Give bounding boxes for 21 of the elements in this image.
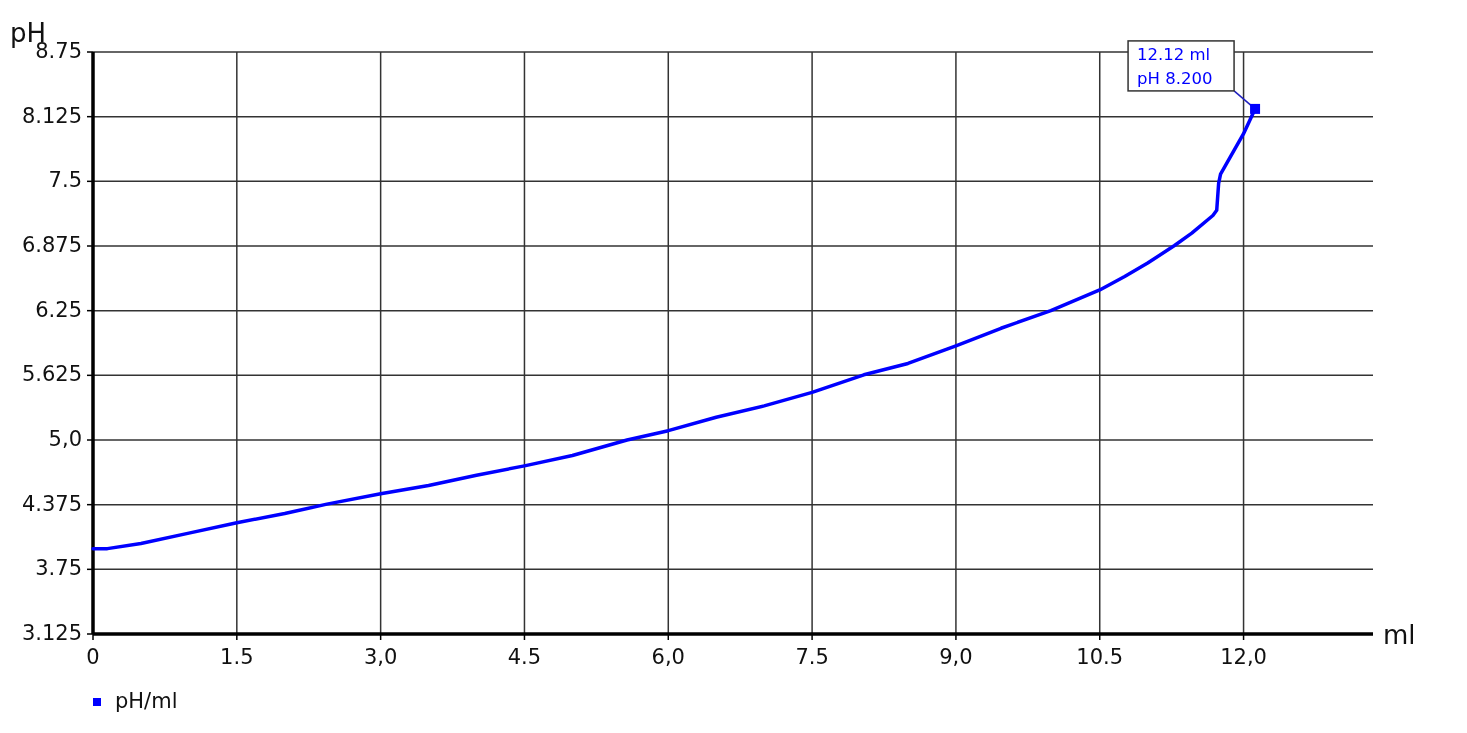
y-tick-label: 4.375 (21, 491, 82, 516)
y-tick-label: 3.75 (35, 556, 82, 581)
x-tick-label: 1.5 (220, 645, 254, 669)
y-tick-label: 5.625 (21, 362, 82, 387)
y-tick-label: 7.5 (48, 168, 82, 193)
y-tick-label: 8.125 (21, 103, 82, 128)
y-tick-label: 3.125 (21, 621, 82, 645)
x-tick-label: 10.5 (1076, 645, 1124, 669)
legend-label: pH/ml (115, 689, 178, 713)
x-tick-label: 4.5 (507, 645, 542, 669)
y-tick-label: 6.25 (35, 297, 82, 322)
x-axis-title: ml (1383, 619, 1416, 650)
x-tick-label: 12,0 (1220, 645, 1267, 669)
y-tick-label: 6.875 (21, 233, 82, 257)
x-tick-label: 7.5 (795, 645, 829, 669)
y-tick-label: 5,0 (48, 427, 82, 451)
x-tick-label: 0 (86, 645, 100, 669)
x-tick-label: 3,0 (363, 645, 398, 669)
x-tick-label: 6,0 (651, 645, 685, 669)
x-tick-label: 9,0 (939, 645, 973, 669)
annotation: 12.12 ml pH 8.200 (1137, 45, 1213, 89)
